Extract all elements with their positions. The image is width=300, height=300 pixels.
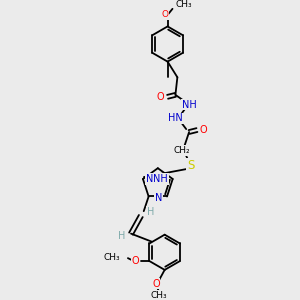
Text: O: O: [157, 92, 165, 102]
Text: HN: HN: [168, 113, 183, 123]
Text: O: O: [132, 256, 140, 266]
Text: H: H: [118, 231, 125, 241]
Text: H: H: [147, 207, 154, 217]
Text: NH: NH: [153, 174, 168, 184]
Text: O: O: [200, 125, 208, 135]
Text: O: O: [161, 10, 168, 19]
Text: O: O: [152, 279, 160, 289]
Text: CH₃: CH₃: [103, 253, 120, 262]
Text: CH₂: CH₂: [174, 146, 190, 155]
Text: NH: NH: [182, 100, 196, 110]
Text: CH₃: CH₃: [151, 291, 167, 300]
Text: N: N: [155, 194, 162, 203]
Text: S: S: [188, 159, 195, 172]
Text: N: N: [146, 174, 153, 184]
Text: CH₃: CH₃: [176, 0, 192, 9]
